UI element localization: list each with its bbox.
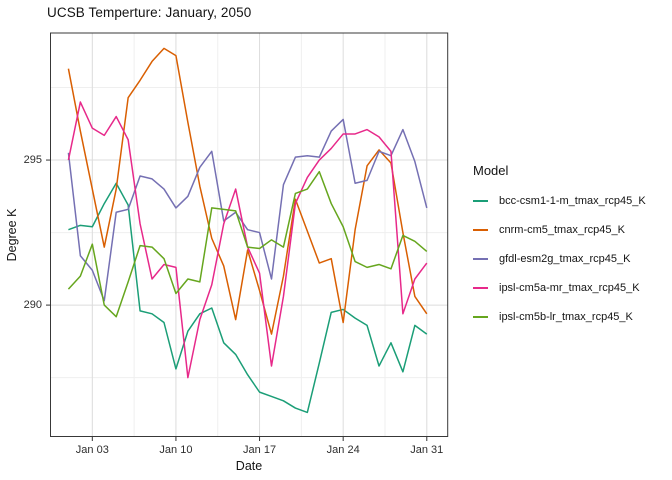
series-line-gfdl-esm2g_tmax_rcp45_K: [67, 118, 428, 302]
x-tick-label: Jan 24: [326, 444, 360, 456]
legend-item-label: bcc-csm1-1-m_tmax_rcp45_K: [499, 194, 646, 207]
series-line-cnrm-cm5_tmax_rcp45_K: [67, 47, 428, 335]
legend-item-label: gfdl-esm2g_tmax_rcp45_K: [499, 252, 631, 265]
y-tick-label: 290: [23, 298, 42, 311]
series-line-bcc-csm1-1-m_tmax_rcp45_K: [68, 182, 428, 414]
panel-background: [50, 33, 448, 437]
legend-line-swatch: [473, 315, 488, 318]
legend-item-label: ipsl-cm5a-mr_tmax_rcp45_K: [499, 281, 640, 294]
y-axis-title: Degree K: [5, 208, 19, 262]
legend-line-swatch: [473, 199, 488, 202]
legend-item: ipsl-cm5b-lr_tmax_rcp45_K: [473, 302, 646, 331]
x-axis-title: Date: [235, 459, 263, 473]
panel-border: [50, 32, 449, 437]
legend-items: bcc-csm1-1-m_tmax_rcp45_K cnrm-cm5_tmax_r…: [473, 186, 646, 331]
legend-item: gfdl-esm2g_tmax_rcp45_K: [473, 244, 646, 273]
legend-line-swatch: [473, 228, 488, 231]
x-tick-label: Jan 10: [159, 444, 193, 456]
legend-line-swatch: [473, 257, 488, 260]
legend-item-label: ipsl-cm5b-lr_tmax_rcp45_K: [499, 310, 633, 323]
legend-item-label: cnrm-cm5_tmax_rcp45_K: [499, 223, 625, 236]
legend-item: bcc-csm1-1-m_tmax_rcp45_K: [473, 186, 646, 215]
legend-line-swatch: [473, 286, 488, 289]
legend: Model bcc-csm1-1-m_tmax_rcp45_K cnrm-cm5_…: [473, 163, 646, 331]
legend-item: cnrm-cm5_tmax_rcp45_K: [473, 215, 646, 244]
legend-title: Model: [473, 163, 509, 178]
legend-item: ipsl-cm5a-mr_tmax_rcp45_K: [473, 273, 646, 302]
x-tick-label: Jan 17: [243, 444, 277, 456]
x-tick-label: Jan 03: [75, 444, 109, 456]
series-line-ipsl-cm5b-lr_tmax_rcp45_K: [67, 170, 428, 318]
y-tick-label: 295: [23, 153, 42, 166]
chart-title: UCSB Temperture: January, 2050: [47, 5, 252, 20]
x-tick-label: Jan 31: [410, 444, 444, 456]
